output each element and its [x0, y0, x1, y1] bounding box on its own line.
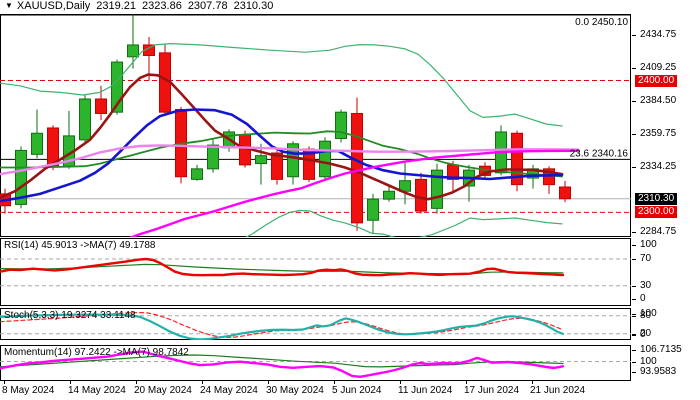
date-axis-label: 24 May 2024: [200, 385, 258, 396]
date-axis-label: 11 Jun 2024: [398, 385, 453, 396]
ohlc-close: 2310.30: [233, 0, 274, 12]
chart-title-bar: ▼ XAUUSD,Daily 2319.21 2323.86 2307.78 2310.3…: [0, 0, 700, 14]
stoch-axis-label: 0: [640, 329, 646, 340]
price-axis-label: 2300.00: [635, 206, 678, 219]
symbol-period-label: XAUUSD,Daily: [16, 0, 91, 12]
price-axis[interactable]: 2434.75 2409.25 2400.00 2384.50 2359.75 2334.…: [632, 0, 700, 400]
price-axis-label: 2359.75: [640, 127, 677, 139]
date-axis-label: 8 May 2024: [2, 385, 55, 396]
ohlc-open: 2319.21: [96, 0, 137, 12]
ohlc-low: 2307.78: [187, 0, 228, 12]
rsi-axis-label: 0: [640, 293, 646, 304]
fib-level-label: 0.0 2450.10: [575, 17, 628, 28]
price-axis-label: 2409.25: [640, 62, 677, 74]
price-axis-label: 2310.30: [635, 192, 678, 205]
rsi-axis-label: 70: [640, 253, 652, 265]
stoch-axis-label: 20: [640, 327, 652, 339]
momentum-axis-label: 100: [640, 355, 657, 367]
momentum-axis-label: 93.9583: [640, 365, 677, 377]
date-axis-label: 30 May 2024: [266, 385, 324, 396]
rsi-axis-label: 100: [640, 239, 657, 250]
rsi-indicator-panel[interactable]: RSI(14) 45.9013 ->MA(7) 49.1788: [0, 238, 631, 306]
date-axis-label: 21 Jun 2024: [530, 385, 586, 396]
price-axis-label: 2284.75: [640, 226, 677, 238]
stoch-axis-label: 100: [640, 307, 657, 319]
rsi-axis-label: 30: [640, 279, 652, 291]
symbol-marker-icon[interactable]: ▼: [5, 1, 13, 10]
momentum-indicator-panel[interactable]: Momentum(14) 97.2422 ->MA(7) 98.7842: [0, 345, 631, 381]
price-axis-label: 2434.75: [640, 28, 677, 40]
price-axis-label: 2384.50: [640, 94, 677, 106]
price-axis-label: 2400.00: [635, 74, 678, 87]
stochastic-indicator-panel[interactable]: Stoch(5,3,3) 19.3274 33.1148: [0, 308, 631, 340]
date-axis-label: 5 Jun 2024: [332, 385, 382, 396]
fib-level-label: 23.6 2340.16: [570, 148, 629, 159]
main-price-chart-canvas[interactable]: 0.0 2450.10 23.6 2340.16: [0, 14, 631, 237]
ohlc-high: 2323.86: [142, 0, 182, 12]
stoch-axis-label: 80: [640, 309, 652, 321]
price-axis-label: 2334.25: [640, 161, 677, 173]
date-axis-label: 14 May 2024: [68, 385, 126, 396]
date-axis[interactable]: 8 May 2024 14 May 2024 20 May 2024 24 May 2…: [0, 381, 700, 400]
date-axis-label: 20 May 2024: [134, 385, 192, 396]
momentum-axis-label: 106.7135: [640, 344, 682, 356]
date-axis-label: 17 Jun 2024: [464, 385, 520, 396]
